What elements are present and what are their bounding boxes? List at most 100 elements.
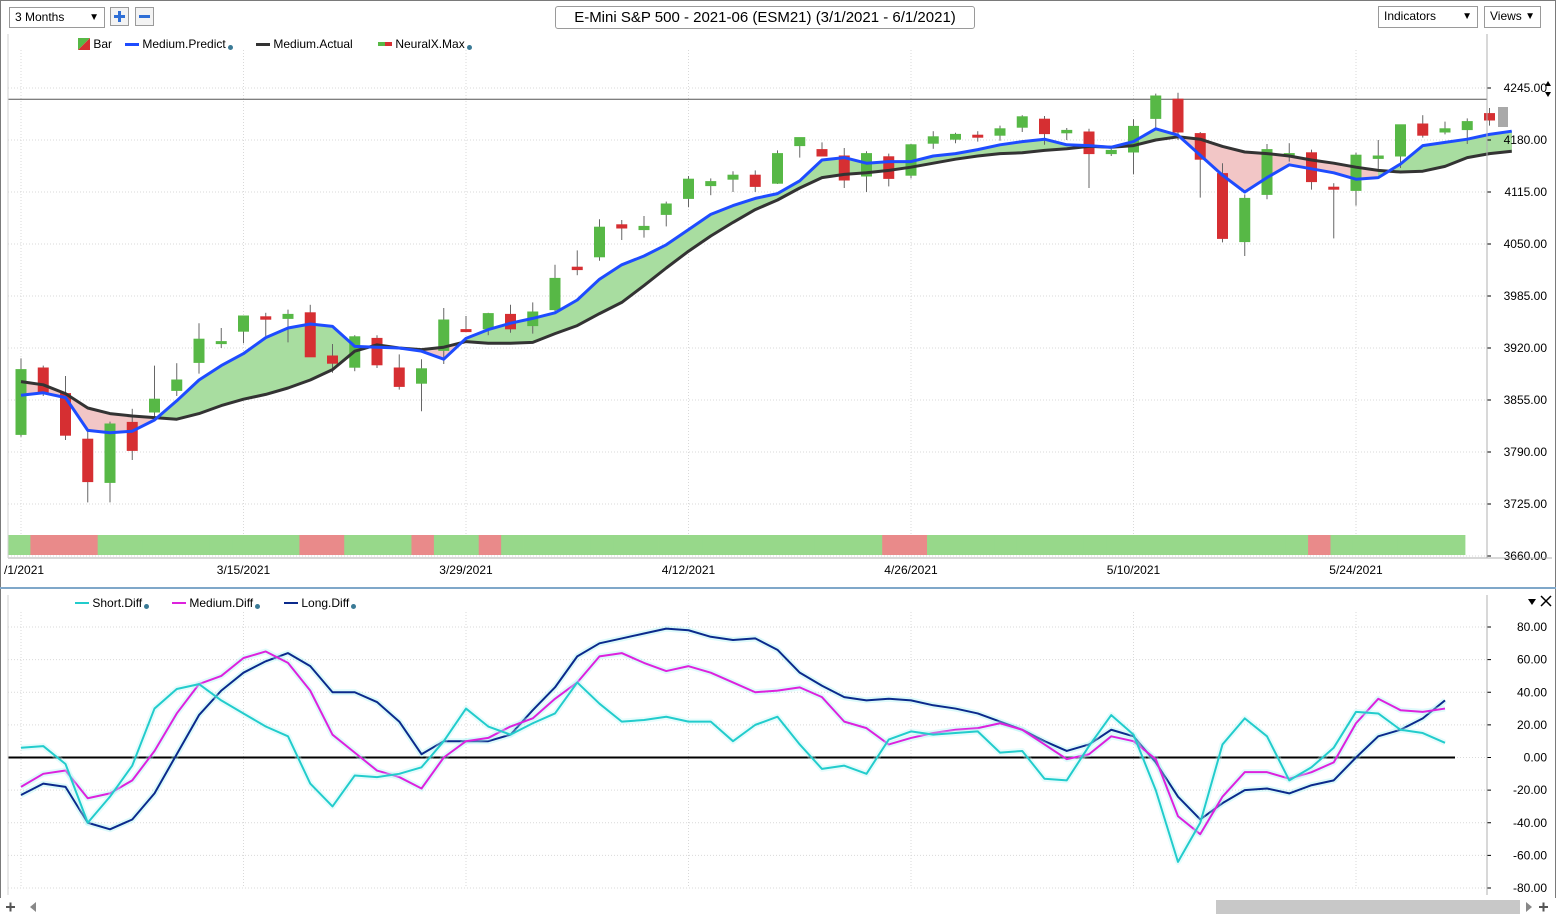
- info-dot-icon: [227, 45, 233, 50]
- legend-long[interactable]: Long.Diff: [284, 596, 357, 610]
- price-grid: [8, 50, 1487, 557]
- candle-body: [193, 338, 205, 363]
- price-tick-label: 3985.00: [1504, 289, 1548, 303]
- band-cell: [276, 535, 300, 555]
- band-cell: [658, 535, 681, 555]
- views-label: Views: [1490, 9, 1522, 23]
- legend-bar[interactable]: Bar: [78, 37, 112, 51]
- band-cell: [545, 535, 569, 555]
- band-cell: [568, 535, 592, 555]
- band-cell: [1330, 535, 1354, 555]
- candle-body: [304, 312, 316, 358]
- candle: [15, 358, 27, 437]
- date-tick-label: 5/10/2021: [1107, 563, 1161, 577]
- short-diff-line: [20, 681, 1446, 863]
- fill-segment: [221, 353, 244, 406]
- candle-body: [416, 368, 427, 384]
- diff-y-axis: 80.00 60.00 40.00 20.00 0.00 -20.00 -40.00 -60.…: [1487, 620, 1547, 895]
- candle-body: [616, 224, 628, 229]
- medium-actual-line: [20, 135, 1512, 421]
- expand-right-icon[interactable]: [1539, 902, 1548, 912]
- band-cell: [1285, 535, 1309, 555]
- chart-title: E-Mini S&P 500 - 2021-06 (ESM21) (3/1/20…: [555, 6, 975, 29]
- candle-body: [1350, 154, 1362, 191]
- candle-body: [1150, 95, 1162, 119]
- legend-predict[interactable]: Medium.Predict: [125, 37, 233, 51]
- price-tick-label: 3920.00: [1504, 341, 1548, 355]
- candle: [149, 365, 160, 420]
- candle-body: [1439, 128, 1451, 133]
- scroll-left-icon[interactable]: [30, 902, 36, 912]
- band-cell: [702, 535, 726, 555]
- candle-body: [1261, 149, 1273, 195]
- long-diff-line-glow: [19, 625, 1447, 833]
- neuralx-swatch-icon: [378, 42, 392, 46]
- candle-body: [104, 423, 116, 483]
- legend-medium[interactable]: Medium.Diff: [172, 596, 261, 610]
- horizontal-scrollbar[interactable]: [0, 898, 1556, 917]
- candle: [416, 359, 427, 412]
- candle-body: [705, 181, 717, 187]
- candle: [950, 132, 961, 144]
- band-cell: [680, 535, 704, 555]
- candle: [794, 137, 806, 158]
- candle-body: [438, 319, 450, 351]
- zoom-in-button[interactable]: [110, 7, 129, 26]
- candle: [994, 125, 1006, 141]
- candle-body: [683, 178, 694, 199]
- legend-short[interactable]: Short.Diff: [75, 596, 150, 610]
- candle: [838, 148, 850, 188]
- band-cell: [1083, 535, 1107, 555]
- diff-tick-label: -40.00: [1513, 816, 1547, 830]
- candle: [1105, 148, 1117, 156]
- fill-segment: [265, 327, 289, 395]
- candle-body: [594, 226, 605, 258]
- price-tick-label: 4245.00: [1504, 81, 1548, 95]
- candle: [816, 142, 828, 157]
- chevron-down-icon: ▼: [89, 12, 99, 23]
- expand-left-icon[interactable]: [6, 902, 15, 912]
- info-dot-icon: [144, 604, 150, 609]
- scrollbar-thumb[interactable]: [1216, 900, 1520, 914]
- band-cell: [209, 535, 233, 555]
- line-swatch-icon: [284, 602, 298, 604]
- legend-actual[interactable]: Medium.Actual: [256, 37, 353, 51]
- candle: [927, 131, 939, 149]
- band-cell: [1308, 535, 1331, 555]
- band-cell: [1240, 535, 1264, 555]
- chart-canvas[interactable]: 4245.00 4180.00 4115.00 4050.00 3985.00 3920.…: [0, 0, 1556, 898]
- indicators-dropdown[interactable]: Indicators ▼: [1378, 6, 1478, 28]
- date-tick-label: 4/26/2021: [884, 563, 938, 577]
- diff-tick-label: 40.00: [1517, 685, 1547, 699]
- candle-body: [727, 174, 739, 180]
- band-cell: [1196, 535, 1219, 555]
- band-cell: [389, 535, 412, 555]
- fill-segment: [666, 229, 689, 269]
- candle-body: [282, 313, 294, 319]
- views-dropdown[interactable]: Views ▼: [1484, 6, 1541, 28]
- scroll-down-icon: [1545, 92, 1551, 97]
- candle: [260, 312, 272, 336]
- candle: [193, 323, 205, 374]
- legend-neuralx[interactable]: NeuralX.Max: [378, 37, 472, 51]
- price-lines: [20, 127, 1512, 435]
- candle-body: [1016, 116, 1028, 128]
- candle-body: [838, 155, 850, 181]
- candle: [571, 250, 583, 276]
- scroll-right-icon[interactable]: [1526, 902, 1532, 912]
- band-cell: [321, 535, 345, 555]
- zoom-out-button[interactable]: [135, 7, 154, 26]
- band-cell: [747, 535, 771, 555]
- date-tick-label: 5/24/2021: [1329, 563, 1383, 577]
- candle-body: [1083, 131, 1095, 155]
- candle: [1439, 121, 1451, 135]
- current-bar: [1498, 107, 1508, 127]
- candle: [1194, 132, 1206, 198]
- candle-body: [215, 341, 227, 345]
- date-axis: /1/2021 3/15/2021 3/29/2021 4/12/2021 4/26/2…: [4, 563, 1383, 577]
- legend-long-label: Long.Diff: [301, 596, 350, 610]
- price-tick-label: 3660.00: [1504, 549, 1548, 563]
- candle: [1061, 128, 1073, 140]
- range-select[interactable]: 3 Months ▼: [9, 7, 105, 28]
- legend-medium-label: Medium.Diff: [189, 596, 254, 610]
